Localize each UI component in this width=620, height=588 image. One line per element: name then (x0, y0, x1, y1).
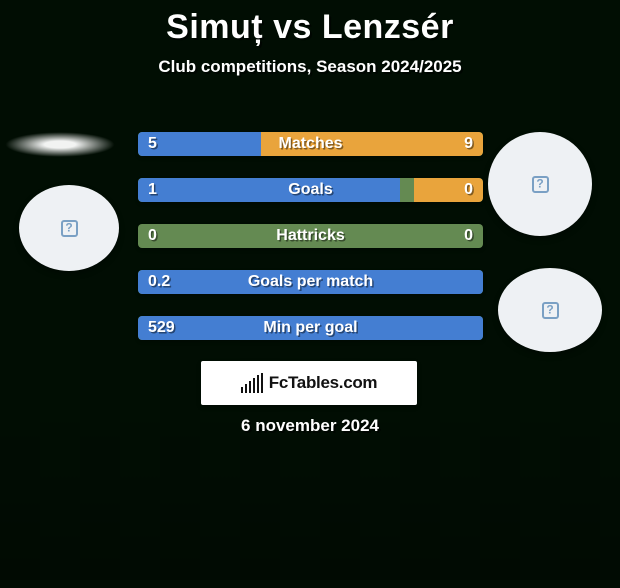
image-placeholder-icon (532, 176, 549, 193)
stat-label: Min per goal (263, 319, 357, 337)
brand-badge[interactable]: FcTables.com (201, 361, 417, 405)
bar-chart-icon (241, 373, 263, 393)
player-photo-right-bottom (498, 268, 602, 352)
player-photo-left (19, 185, 119, 271)
subtitle: Club competitions, Season 2024/2025 (0, 57, 620, 77)
stat-row: 529 Min per goal (138, 316, 483, 340)
page-title: Simuț vs Lenzsér (0, 8, 620, 47)
stat-label: Goals (288, 181, 332, 199)
stat-row: 0 Hattricks 0 (138, 224, 483, 248)
stat-value-right: 0 (464, 227, 473, 245)
stat-value-left: 5 (148, 135, 157, 153)
stat-bar-left (138, 178, 400, 202)
brand-text: FcTables.com (269, 373, 378, 393)
image-placeholder-icon (61, 220, 78, 237)
stat-value-left: 0 (148, 227, 157, 245)
stat-value-left: 0.2 (148, 273, 170, 291)
stat-value-right: 9 (464, 135, 473, 153)
stat-label: Goals per match (248, 273, 373, 291)
image-placeholder-icon (542, 302, 559, 319)
stat-row: 5 Matches 9 (138, 132, 483, 156)
stat-value-left: 1 (148, 181, 157, 199)
stat-label: Hattricks (276, 227, 344, 245)
stat-value-right: 0 (464, 181, 473, 199)
date-text: 6 november 2024 (0, 416, 620, 436)
stat-row: 0.2 Goals per match (138, 270, 483, 294)
stat-row: 1 Goals 0 (138, 178, 483, 202)
stats-table: 5 Matches 9 1 Goals 0 0 Hattricks 0 0.2 … (138, 132, 483, 340)
spotlight-left (5, 132, 115, 157)
stat-label: Matches (278, 135, 342, 153)
player-photo-right-top (488, 132, 592, 236)
stat-value-left: 529 (148, 319, 175, 337)
